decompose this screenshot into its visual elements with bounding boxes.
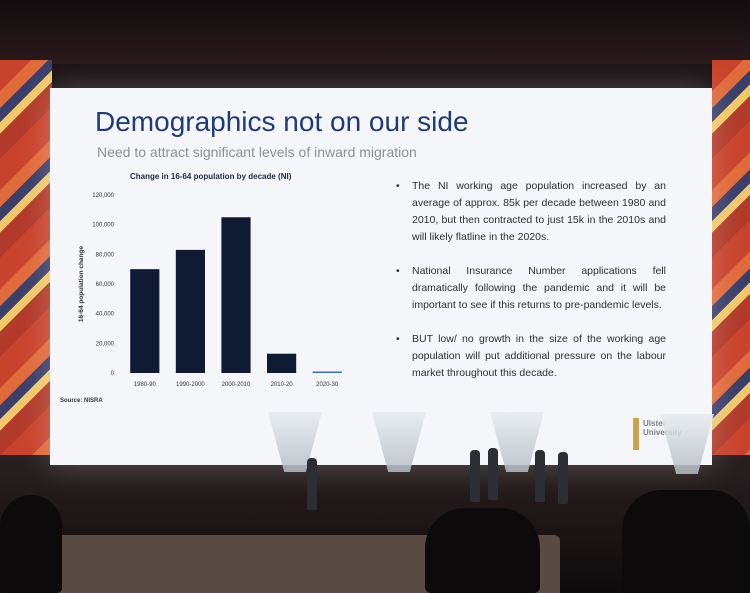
y-axis-label: 16-64 population change bbox=[78, 246, 85, 323]
bar-1980-90 bbox=[130, 269, 160, 373]
y-tick-label: 120,000 bbox=[92, 193, 114, 199]
x-tick-label: 1990-2000 bbox=[176, 382, 205, 388]
x-tick-label: 2020-30 bbox=[316, 382, 339, 388]
x-tick-label: 1980-90 bbox=[134, 382, 157, 388]
logo-text: Ulster University bbox=[643, 419, 682, 437]
water-bottle bbox=[535, 450, 545, 502]
bullet-text: National Insurance Number applications f… bbox=[412, 265, 666, 311]
water-bottle bbox=[307, 458, 317, 510]
logo-mark bbox=[633, 418, 639, 450]
y-tick-label: 100,000 bbox=[92, 223, 114, 229]
bullet-symbol: • bbox=[396, 265, 400, 277]
water-bottle bbox=[470, 450, 480, 502]
chair bbox=[622, 490, 750, 593]
x-tick-label: 2010-20 bbox=[271, 382, 294, 388]
slide-subtitle: Need to attract significant levels of in… bbox=[97, 144, 417, 160]
y-tick-label: 80,000 bbox=[96, 252, 115, 258]
chair bbox=[425, 508, 540, 593]
y-tick-label: 40,000 bbox=[96, 312, 115, 318]
y-tick-label: 60,000 bbox=[96, 282, 115, 288]
y-tick-label: 20,000 bbox=[96, 341, 115, 347]
chair bbox=[0, 495, 62, 593]
bullet-text: The NI working age population increased … bbox=[412, 180, 666, 243]
wall-mural-right bbox=[712, 60, 750, 470]
bullet-item: • BUT low/ no growth in the size of the w… bbox=[396, 331, 666, 382]
slide-title: Demographics not on our side bbox=[95, 106, 469, 137]
bar-2000-2010 bbox=[221, 217, 251, 373]
bar-chart: 0 20,000 40,000 60,000 80,000 100,000 120,000 1… bbox=[78, 193, 342, 388]
ulster-university-logo: Ulster University bbox=[633, 416, 695, 456]
water-bottle bbox=[558, 452, 568, 504]
room-ceiling bbox=[0, 0, 750, 64]
bar-2010-20 bbox=[267, 353, 297, 373]
bar-2020-30 bbox=[312, 371, 342, 374]
bullet-item: • National Insurance Number applications … bbox=[396, 263, 666, 314]
projection-screen: Demographics not on our side Need to att… bbox=[50, 88, 712, 465]
water-bottle bbox=[488, 448, 498, 500]
bullet-text: BUT low/ no growth in the size of the wo… bbox=[412, 333, 666, 379]
wall-mural-left bbox=[0, 60, 52, 470]
x-tick-label: 2000-2010 bbox=[222, 382, 251, 388]
chart-title: Change in 16-64 population by decade (NI… bbox=[130, 172, 292, 181]
bullet-symbol: • bbox=[396, 333, 400, 345]
chart-source: Source: NISRA bbox=[60, 398, 103, 404]
bullet-item: • The NI working age population increased… bbox=[396, 178, 666, 246]
bar-1990-2000 bbox=[175, 249, 205, 373]
bullet-list: • The NI working age population increased… bbox=[396, 178, 666, 399]
bullet-symbol: • bbox=[396, 180, 400, 192]
y-tick-label: 0 bbox=[111, 371, 115, 377]
